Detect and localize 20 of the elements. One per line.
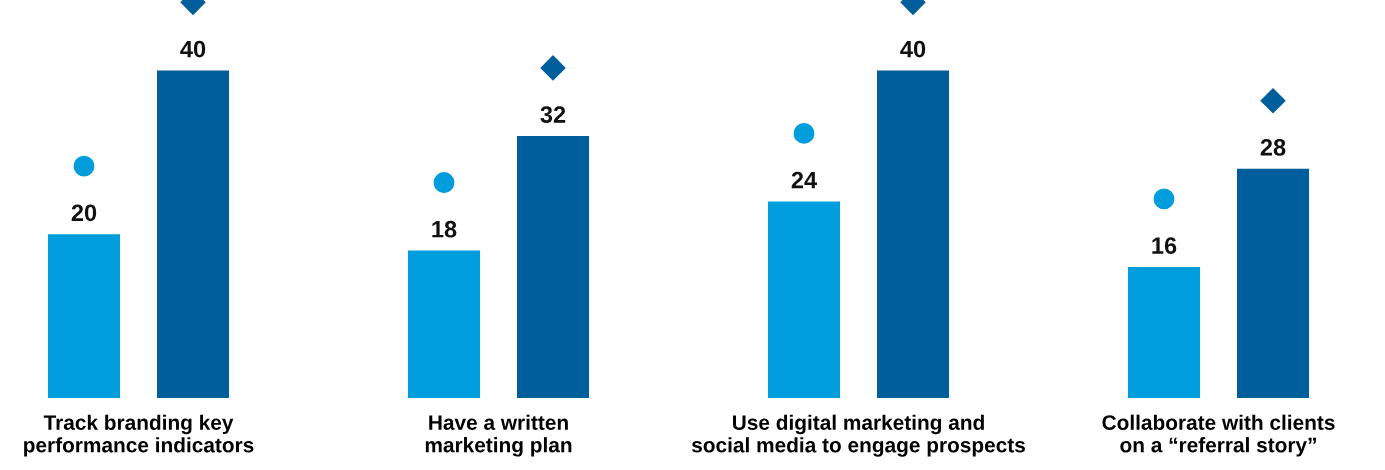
- x-tick-label: Collaborate with clients on a “referral story”: [1102, 414, 1335, 457]
- data-label: 20: [71, 204, 97, 222]
- data-label: 24: [791, 171, 818, 189]
- bar: [768, 201, 840, 398]
- data-label: 40: [180, 40, 206, 58]
- bar: [157, 70, 229, 398]
- bar: [1128, 266, 1200, 398]
- bar: [517, 135, 589, 398]
- data-label: 32: [540, 106, 566, 123]
- data-label: 28: [1260, 138, 1286, 156]
- bar: [877, 70, 949, 398]
- data-label: 16: [1152, 237, 1177, 254]
- bar: [1237, 168, 1309, 398]
- x-tick-label: Use digital marketing and social media to engage prospects: [691, 414, 1025, 457]
- data-label: 40: [900, 40, 926, 58]
- bar: [408, 250, 480, 398]
- x-tick-label: Have a written marketing plan: [425, 414, 572, 457]
- data-label: 18: [432, 220, 457, 238]
- bar: [48, 234, 120, 398]
- x-tick-label: Track branding key performance indicators: [24, 414, 254, 457]
